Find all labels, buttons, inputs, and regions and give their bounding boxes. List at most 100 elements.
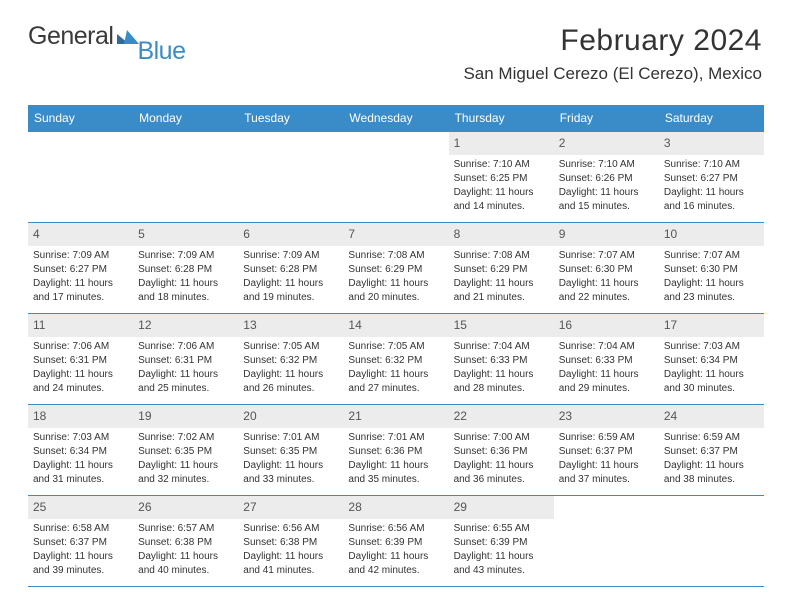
day-details: Sunrise: 7:04 AMSunset: 6:33 PMDaylight:…	[554, 337, 659, 401]
sunrise-line: Sunrise: 7:04 AM	[454, 340, 549, 354]
sunset-line: Sunset: 6:32 PM	[348, 354, 443, 368]
calendar-day: 2Sunrise: 7:10 AMSunset: 6:26 PMDaylight…	[554, 132, 659, 222]
sunset-line: Sunset: 6:36 PM	[454, 445, 549, 459]
sunrise-line: Sunrise: 6:57 AM	[138, 522, 233, 536]
daylight-line: Daylight: 11 hours and 30 minutes.	[664, 368, 759, 396]
calendar-day: 25Sunrise: 6:58 AMSunset: 6:37 PMDayligh…	[28, 496, 133, 586]
daylight-line: Daylight: 11 hours and 39 minutes.	[33, 550, 128, 578]
day-details: Sunrise: 7:04 AMSunset: 6:33 PMDaylight:…	[449, 337, 554, 401]
calendar-week: 1Sunrise: 7:10 AMSunset: 6:25 PMDaylight…	[28, 131, 764, 223]
calendar-day: 14Sunrise: 7:05 AMSunset: 6:32 PMDayligh…	[343, 314, 448, 404]
daylight-line: Daylight: 11 hours and 40 minutes.	[138, 550, 233, 578]
day-number: 21	[343, 405, 448, 428]
day-details: Sunrise: 7:08 AMSunset: 6:29 PMDaylight:…	[343, 246, 448, 310]
day-details: Sunrise: 6:59 AMSunset: 6:37 PMDaylight:…	[554, 428, 659, 492]
calendar-week: 4Sunrise: 7:09 AMSunset: 6:27 PMDaylight…	[28, 223, 764, 314]
sunrise-line: Sunrise: 6:58 AM	[33, 522, 128, 536]
calendar-day: 22Sunrise: 7:00 AMSunset: 6:36 PMDayligh…	[449, 405, 554, 495]
day-details: Sunrise: 6:58 AMSunset: 6:37 PMDaylight:…	[28, 519, 133, 583]
calendar-day: 9Sunrise: 7:07 AMSunset: 6:30 PMDaylight…	[554, 223, 659, 313]
sunrise-line: Sunrise: 7:10 AM	[454, 158, 549, 172]
sunrise-line: Sunrise: 7:05 AM	[348, 340, 443, 354]
day-details: Sunrise: 7:02 AMSunset: 6:35 PMDaylight:…	[133, 428, 238, 492]
sunset-line: Sunset: 6:39 PM	[454, 536, 549, 550]
weekday-header: Wednesday	[343, 105, 448, 131]
sunset-line: Sunset: 6:34 PM	[664, 354, 759, 368]
day-number: 12	[133, 314, 238, 337]
day-number: 8	[449, 223, 554, 246]
day-details: Sunrise: 7:06 AMSunset: 6:31 PMDaylight:…	[28, 337, 133, 401]
calendar-day: 18Sunrise: 7:03 AMSunset: 6:34 PMDayligh…	[28, 405, 133, 495]
calendar-empty	[343, 132, 448, 222]
weekday-header: Thursday	[449, 105, 554, 131]
sunset-line: Sunset: 6:27 PM	[664, 172, 759, 186]
calendar-day: 20Sunrise: 7:01 AMSunset: 6:35 PMDayligh…	[238, 405, 343, 495]
daylight-line: Daylight: 11 hours and 29 minutes.	[559, 368, 654, 396]
sunrise-line: Sunrise: 7:07 AM	[664, 249, 759, 263]
day-details: Sunrise: 6:57 AMSunset: 6:38 PMDaylight:…	[133, 519, 238, 583]
daylight-line: Daylight: 11 hours and 22 minutes.	[559, 277, 654, 305]
weekday-header: Saturday	[659, 105, 764, 131]
weekday-header: Monday	[133, 105, 238, 131]
sunrise-line: Sunrise: 7:09 AM	[243, 249, 338, 263]
sunset-line: Sunset: 6:28 PM	[243, 263, 338, 277]
sunset-line: Sunset: 6:31 PM	[138, 354, 233, 368]
sunset-line: Sunset: 6:37 PM	[559, 445, 654, 459]
daylight-line: Daylight: 11 hours and 20 minutes.	[348, 277, 443, 305]
sunset-line: Sunset: 6:25 PM	[454, 172, 549, 186]
calendar-day: 11Sunrise: 7:06 AMSunset: 6:31 PMDayligh…	[28, 314, 133, 404]
calendar-day: 12Sunrise: 7:06 AMSunset: 6:31 PMDayligh…	[133, 314, 238, 404]
calendar-day: 15Sunrise: 7:04 AMSunset: 6:33 PMDayligh…	[449, 314, 554, 404]
daylight-line: Daylight: 11 hours and 37 minutes.	[559, 459, 654, 487]
calendar-empty	[28, 132, 133, 222]
sunset-line: Sunset: 6:27 PM	[33, 263, 128, 277]
sunrise-line: Sunrise: 7:03 AM	[33, 431, 128, 445]
page-title: February 2024	[463, 24, 762, 58]
daylight-line: Daylight: 11 hours and 41 minutes.	[243, 550, 338, 578]
daylight-line: Daylight: 11 hours and 14 minutes.	[454, 186, 549, 214]
daylight-line: Daylight: 11 hours and 17 minutes.	[33, 277, 128, 305]
weekday-header: Friday	[554, 105, 659, 131]
daylight-line: Daylight: 11 hours and 26 minutes.	[243, 368, 338, 396]
day-details: Sunrise: 7:05 AMSunset: 6:32 PMDaylight:…	[238, 337, 343, 401]
day-number: 13	[238, 314, 343, 337]
sunset-line: Sunset: 6:30 PM	[559, 263, 654, 277]
day-number: 10	[659, 223, 764, 246]
day-details: Sunrise: 6:56 AMSunset: 6:38 PMDaylight:…	[238, 519, 343, 583]
daylight-line: Daylight: 11 hours and 15 minutes.	[559, 186, 654, 214]
sunset-line: Sunset: 6:26 PM	[559, 172, 654, 186]
day-details: Sunrise: 7:10 AMSunset: 6:26 PMDaylight:…	[554, 155, 659, 219]
day-details: Sunrise: 7:07 AMSunset: 6:30 PMDaylight:…	[554, 246, 659, 310]
day-number: 29	[449, 496, 554, 519]
sunset-line: Sunset: 6:35 PM	[243, 445, 338, 459]
calendar-day: 26Sunrise: 6:57 AMSunset: 6:38 PMDayligh…	[133, 496, 238, 586]
day-number: 2	[554, 132, 659, 155]
daylight-line: Daylight: 11 hours and 33 minutes.	[243, 459, 338, 487]
day-number: 5	[133, 223, 238, 246]
sunset-line: Sunset: 6:38 PM	[138, 536, 233, 550]
sunset-line: Sunset: 6:34 PM	[33, 445, 128, 459]
daylight-line: Daylight: 11 hours and 21 minutes.	[454, 277, 549, 305]
sunset-line: Sunset: 6:37 PM	[664, 445, 759, 459]
weekday-header: Tuesday	[238, 105, 343, 131]
daylight-line: Daylight: 11 hours and 19 minutes.	[243, 277, 338, 305]
calendar-day: 10Sunrise: 7:07 AMSunset: 6:30 PMDayligh…	[659, 223, 764, 313]
day-details: Sunrise: 6:56 AMSunset: 6:39 PMDaylight:…	[343, 519, 448, 583]
logo-mark-icon	[117, 28, 139, 44]
day-details: Sunrise: 7:03 AMSunset: 6:34 PMDaylight:…	[28, 428, 133, 492]
day-details: Sunrise: 7:09 AMSunset: 6:28 PMDaylight:…	[238, 246, 343, 310]
sunrise-line: Sunrise: 7:07 AM	[559, 249, 654, 263]
daylight-line: Daylight: 11 hours and 27 minutes.	[348, 368, 443, 396]
sunset-line: Sunset: 6:29 PM	[454, 263, 549, 277]
day-number: 22	[449, 405, 554, 428]
day-number: 17	[659, 314, 764, 337]
daylight-line: Daylight: 11 hours and 35 minutes.	[348, 459, 443, 487]
day-number: 15	[449, 314, 554, 337]
calendar-day: 29Sunrise: 6:55 AMSunset: 6:39 PMDayligh…	[449, 496, 554, 586]
sunrise-line: Sunrise: 7:06 AM	[33, 340, 128, 354]
sunrise-line: Sunrise: 7:02 AM	[138, 431, 233, 445]
daylight-line: Daylight: 11 hours and 28 minutes.	[454, 368, 549, 396]
calendar: SundayMondayTuesdayWednesdayThursdayFrid…	[28, 105, 764, 587]
daylight-line: Daylight: 11 hours and 24 minutes.	[33, 368, 128, 396]
sunset-line: Sunset: 6:38 PM	[243, 536, 338, 550]
